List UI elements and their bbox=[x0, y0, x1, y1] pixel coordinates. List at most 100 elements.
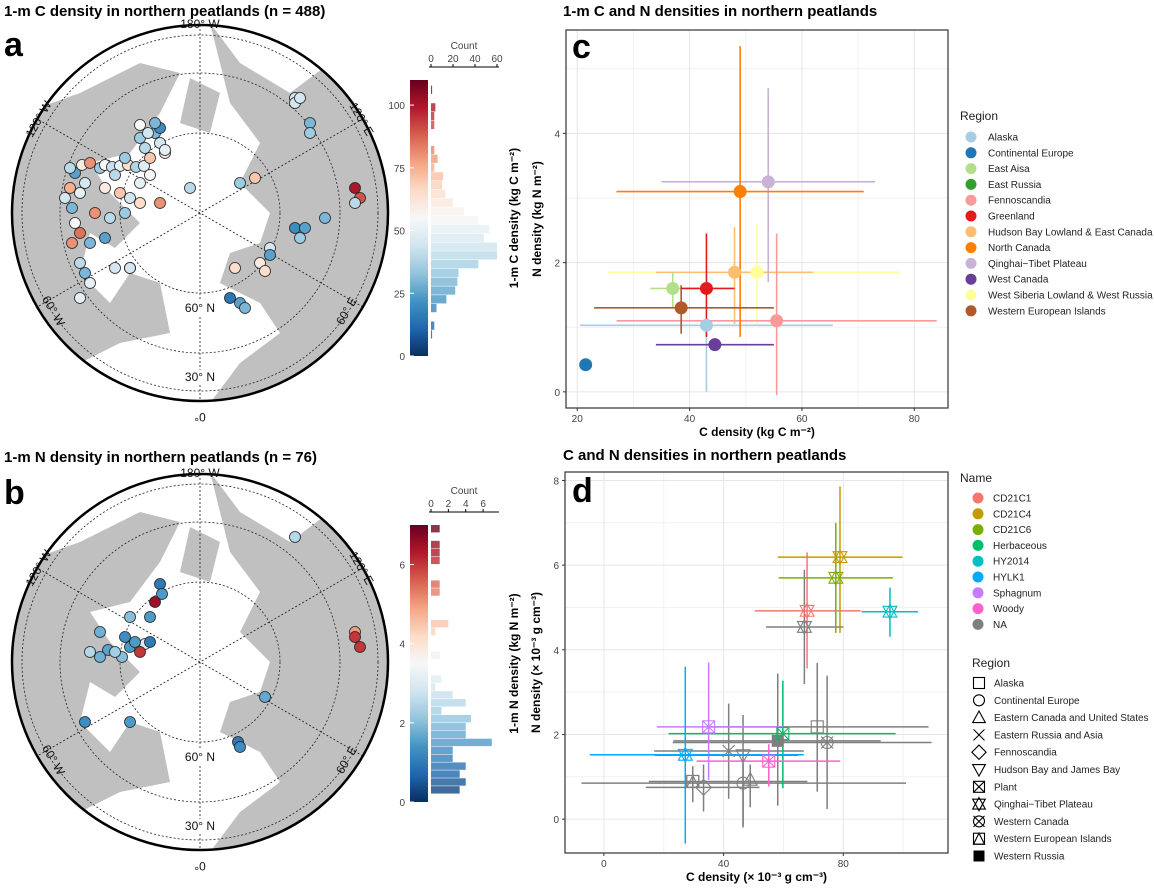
site-point bbox=[138, 160, 150, 172]
histogram-bar bbox=[431, 556, 440, 565]
site-point bbox=[79, 716, 91, 728]
site-point bbox=[349, 631, 361, 643]
histogram-bar bbox=[431, 321, 435, 330]
histogram-bar bbox=[431, 120, 435, 130]
site-point bbox=[354, 641, 366, 653]
histogram-bar bbox=[431, 295, 447, 304]
histogram-bar bbox=[431, 548, 440, 557]
legend-shape bbox=[972, 780, 986, 793]
legend-title: Region bbox=[960, 109, 998, 123]
label-180w: 180° W bbox=[180, 466, 220, 480]
site-point bbox=[159, 144, 171, 156]
site-point bbox=[74, 187, 86, 199]
panel-d-title: C and N densities in northern peatlands bbox=[563, 447, 846, 464]
y-tick-label: 8 bbox=[553, 476, 559, 487]
site-point bbox=[149, 117, 161, 129]
legend-label: Western European Islands bbox=[994, 834, 1112, 845]
panel-b-title: 1-m N density in northern peatlands (n =… bbox=[4, 449, 317, 466]
legend-label: West Canada bbox=[988, 275, 1049, 286]
marker-x bbox=[973, 729, 985, 741]
histogram-bar bbox=[431, 260, 479, 269]
site-point bbox=[156, 588, 168, 600]
site-point bbox=[264, 249, 276, 261]
histogram-bar bbox=[431, 619, 449, 628]
histogram-bar bbox=[431, 154, 438, 163]
histogram-tick: 20 bbox=[447, 54, 459, 65]
data-point bbox=[882, 603, 898, 621]
site-point bbox=[74, 292, 86, 304]
site-point bbox=[99, 182, 111, 194]
site-point bbox=[144, 611, 156, 623]
data-point bbox=[699, 318, 713, 332]
marker-triangle bbox=[677, 748, 694, 764]
x-tick-label: 80 bbox=[909, 414, 921, 425]
histogram-bar bbox=[431, 651, 440, 660]
site-point bbox=[79, 177, 91, 189]
legend-label: East Russia bbox=[988, 180, 1042, 191]
histogram-label: Count bbox=[451, 486, 478, 497]
legend-label: Eastern Russia and Asia bbox=[994, 730, 1103, 741]
site-point bbox=[239, 302, 251, 314]
plot-border bbox=[565, 29, 949, 409]
x-tick-label: 60 bbox=[796, 414, 808, 425]
colorbar-tick: 0 bbox=[399, 352, 405, 363]
marker-circle bbox=[736, 776, 750, 790]
legend-label: Continental Europe bbox=[988, 148, 1074, 159]
colorbar-tick: 4 bbox=[399, 640, 405, 651]
legend-swatch bbox=[965, 210, 977, 222]
histogram-bar bbox=[431, 303, 437, 313]
data-point bbox=[722, 744, 736, 758]
x-axis-label: C density (kg C m⁻²) bbox=[699, 425, 815, 439]
colorbar-tick: 2 bbox=[399, 719, 405, 730]
site-point bbox=[84, 157, 96, 169]
histogram-bar bbox=[431, 85, 433, 94]
site-point bbox=[349, 182, 361, 194]
legend-shape bbox=[972, 815, 986, 828]
data-point bbox=[728, 265, 742, 279]
histogram-bar bbox=[431, 172, 444, 181]
label-60n: 60° N bbox=[185, 750, 215, 764]
data-point bbox=[832, 548, 848, 566]
site-point bbox=[299, 222, 311, 234]
legend-label: Qinghai−Tibet Plateau bbox=[994, 800, 1093, 811]
data-point bbox=[579, 358, 593, 372]
legend-label: Fennoscandia bbox=[988, 196, 1051, 207]
legend-swatch bbox=[972, 492, 984, 504]
histogram-tick: 4 bbox=[463, 499, 469, 510]
site-point bbox=[304, 117, 316, 129]
label-bg bbox=[183, 370, 217, 384]
histogram-bar bbox=[431, 730, 466, 739]
histogram-bar bbox=[431, 746, 453, 755]
site-point bbox=[142, 127, 154, 139]
marker-triangle bbox=[796, 620, 813, 636]
marker-triangle bbox=[799, 602, 815, 617]
color-legend-title: Name bbox=[960, 471, 992, 485]
site-point bbox=[94, 626, 106, 638]
marker-square bbox=[972, 780, 986, 793]
legend-shape bbox=[971, 796, 987, 812]
histogram-bar bbox=[431, 224, 490, 234]
legend-swatch bbox=[972, 555, 984, 567]
site-point bbox=[259, 265, 271, 277]
histogram-bar bbox=[431, 207, 464, 216]
legend-label: East Aisa bbox=[988, 164, 1030, 175]
histogram-bar bbox=[431, 286, 456, 295]
plot-area bbox=[566, 30, 948, 408]
legend-swatch bbox=[965, 163, 977, 175]
legend-swatch bbox=[965, 131, 977, 143]
legend-label: Alaska bbox=[994, 679, 1024, 690]
legend-swatch bbox=[965, 305, 977, 317]
legend-label: Hudson Bay Lowland & East Canada bbox=[988, 227, 1153, 238]
marker-triangle bbox=[742, 771, 759, 786]
site-point bbox=[294, 232, 306, 244]
latitude-line bbox=[59, 72, 341, 354]
data-point bbox=[699, 281, 713, 295]
data-point bbox=[702, 720, 716, 734]
marker-x bbox=[973, 780, 985, 793]
site-point bbox=[234, 177, 246, 189]
histogram-bar bbox=[431, 722, 466, 731]
marker-x bbox=[820, 736, 834, 749]
site-point bbox=[104, 212, 116, 224]
legend-swatch bbox=[972, 524, 984, 536]
